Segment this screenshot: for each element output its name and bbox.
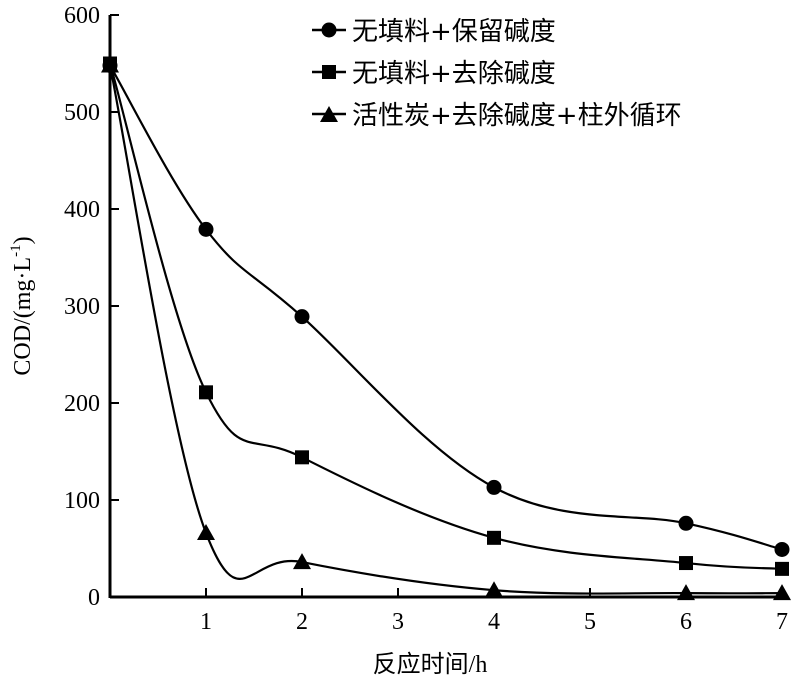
data-point-square bbox=[775, 561, 789, 576]
y-axis-label: COD/(mg·L-1) bbox=[8, 236, 36, 375]
series-square bbox=[103, 56, 789, 576]
y-tick-label: 600 bbox=[64, 3, 100, 29]
data-point-circle bbox=[486, 479, 502, 495]
data-point-circle bbox=[774, 541, 790, 557]
series-line bbox=[108, 63, 783, 570]
x-axis-label: 反应时间/h bbox=[373, 651, 488, 678]
legend-item: 无填料+去除碱度 bbox=[312, 59, 556, 89]
legend-label: 无填料+保留碱度 bbox=[352, 17, 556, 47]
axes: 1 2 3 4 5 6 7 0 100 200 300 400 500 600 bbox=[64, 3, 788, 635]
y-axis-label-sup: -1 bbox=[8, 244, 24, 257]
legend-label: 活性炭+去除碱度+柱外循环 bbox=[352, 101, 682, 131]
legend-circle-icon bbox=[321, 22, 337, 38]
x-tick-label: 5 bbox=[584, 609, 596, 635]
y-axis-label-close: ) bbox=[10, 236, 36, 244]
legend-item: 活性炭+去除碱度+柱外循环 bbox=[312, 101, 682, 131]
legend-label: 无填料+去除碱度 bbox=[352, 59, 556, 89]
y-tick-label: 200 bbox=[64, 391, 100, 417]
y-axis-label-main: COD/(mg·L bbox=[10, 257, 36, 376]
series-triangle bbox=[101, 56, 791, 601]
data-point-circle bbox=[198, 221, 214, 237]
y-tick-label: 300 bbox=[64, 294, 100, 320]
data-point-triangle bbox=[197, 523, 215, 540]
data-point-square bbox=[295, 450, 309, 465]
x-tick-label: 1 bbox=[200, 609, 212, 635]
y-tick-label: 400 bbox=[64, 197, 100, 223]
data-point-triangle bbox=[773, 584, 791, 601]
x-tick-label: 3 bbox=[392, 609, 404, 635]
legend-item: 无填料+保留碱度 bbox=[312, 17, 556, 47]
x-tick-label: 7 bbox=[776, 609, 788, 635]
data-point-circle bbox=[294, 309, 310, 325]
data-point-triangle bbox=[101, 56, 119, 73]
y-tick-label: 100 bbox=[64, 488, 100, 514]
y-tick-label: 500 bbox=[64, 100, 100, 126]
data-point-triangle bbox=[485, 581, 503, 598]
data-point-triangle bbox=[677, 584, 695, 601]
data-point-square bbox=[679, 556, 693, 571]
series-line bbox=[108, 65, 783, 595]
data-point-triangle bbox=[293, 553, 311, 570]
data-point-circle bbox=[678, 515, 694, 531]
data-point-square bbox=[199, 385, 213, 400]
series-group bbox=[101, 56, 791, 601]
legend-triangle-icon bbox=[320, 106, 338, 122]
x-tick-label: 4 bbox=[488, 609, 500, 635]
legend-square-icon bbox=[322, 65, 336, 79]
y-tick-label: 0 bbox=[88, 585, 100, 611]
series-line bbox=[109, 64, 783, 551]
data-point-square bbox=[487, 530, 501, 545]
series-circle bbox=[102, 57, 790, 557]
x-tick-label: 2 bbox=[296, 609, 308, 635]
x-tick-label: 6 bbox=[680, 609, 692, 635]
